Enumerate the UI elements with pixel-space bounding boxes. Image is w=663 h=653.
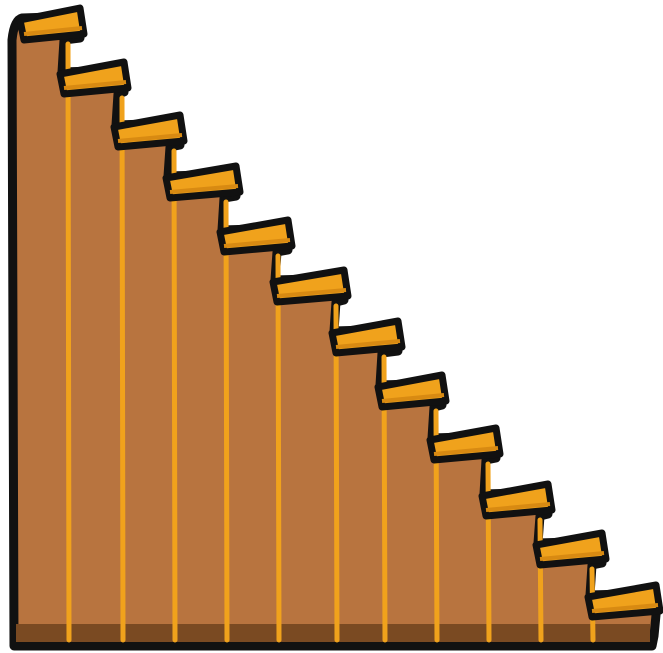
plank-line [119,95,126,643]
step-tread-edge [335,339,401,349]
step-tread-edge [539,551,605,561]
step-tread-edge [591,603,659,613]
plank-line [65,41,72,643]
step-tread-edge [223,238,291,248]
plank-line [275,253,282,643]
step-tread-edge [381,393,445,403]
plank-line [333,303,340,643]
plank-line [223,199,230,643]
step-tread-edge [23,26,83,36]
step-tread-edge [276,288,347,298]
step-tread-edge [169,184,239,194]
step-tread-edge [63,80,127,90]
staircase-base-shadow [16,624,650,642]
step-tread-edge [485,502,551,512]
plank-line [537,517,544,643]
step-tread-edge [117,133,183,143]
step-tread-edge [433,446,499,456]
plank-line [171,148,178,643]
plank-line [485,461,492,643]
